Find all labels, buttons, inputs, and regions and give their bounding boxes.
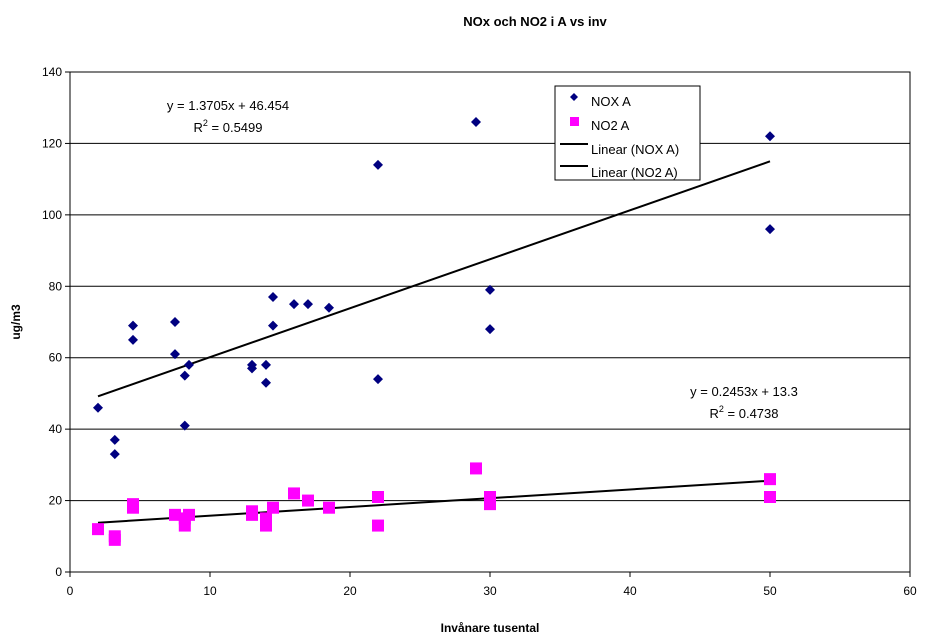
no2-data-point bbox=[183, 508, 195, 521]
legend-no2-marker bbox=[570, 117, 579, 126]
trendlines bbox=[97, 160, 771, 524]
x-axis-label: Invånare tusental bbox=[441, 621, 540, 635]
nox-data-point bbox=[765, 224, 775, 235]
no2-data-point bbox=[127, 501, 139, 514]
nox-trend-r2: R2 = 0.5499 bbox=[194, 118, 263, 135]
nox-data-point bbox=[170, 349, 180, 360]
y-tick-label: 40 bbox=[49, 422, 63, 436]
nox-data-point bbox=[247, 363, 257, 374]
no2-data-point bbox=[302, 494, 314, 507]
nox-data-point bbox=[184, 359, 194, 370]
x-tick-label: 40 bbox=[623, 584, 637, 598]
legend-nox-marker bbox=[570, 93, 578, 101]
no2-data-point bbox=[372, 491, 384, 503]
nox-data-point bbox=[485, 284, 495, 295]
nox-data-point bbox=[179, 370, 190, 381]
no2-data-point bbox=[108, 533, 121, 546]
y-tick-label: 60 bbox=[49, 351, 63, 365]
nox-data-point bbox=[261, 359, 271, 370]
no2-data-point bbox=[470, 462, 482, 475]
nox-data-point bbox=[268, 292, 278, 302]
nox-data-point bbox=[109, 449, 120, 460]
no2-trendline bbox=[97, 479, 771, 524]
no2-data-point bbox=[764, 473, 776, 486]
no2-data-point bbox=[267, 501, 279, 514]
no2-data-point bbox=[246, 508, 258, 521]
y-axis-ticks: 0 20 40 60 80 100 120 140 bbox=[42, 65, 70, 579]
y-tick-label: 80 bbox=[49, 279, 63, 293]
x-tick-label: 0 bbox=[67, 584, 74, 598]
legend-nox-trend-label: Linear (NOX A) bbox=[591, 142, 679, 157]
series-nox-a bbox=[93, 117, 775, 460]
no2-data-point bbox=[484, 498, 496, 511]
nox-data-point bbox=[170, 317, 180, 327]
chart-title: NOx och NO2 i A vs inv bbox=[463, 14, 607, 29]
no2-data-point bbox=[288, 487, 300, 500]
no2-data-point bbox=[764, 491, 776, 503]
legend-nox-label: NOX A bbox=[591, 94, 631, 109]
y-tick-label: 20 bbox=[49, 494, 63, 508]
legend-no2-label: NO2 A bbox=[591, 118, 630, 133]
y-axis-label: ug/m3 bbox=[9, 304, 23, 340]
nox-trendline bbox=[97, 160, 771, 398]
no2-trend-r2: R2 = 0.4738 bbox=[710, 404, 779, 421]
nox-data-point bbox=[179, 420, 190, 431]
x-tick-label: 30 bbox=[483, 584, 497, 598]
nox-data-point bbox=[128, 320, 138, 331]
nox-data-point bbox=[289, 299, 299, 310]
x-tick-label: 60 bbox=[903, 584, 917, 598]
y-tick-label: 100 bbox=[42, 208, 62, 222]
nox-data-point bbox=[373, 159, 383, 170]
x-tick-label: 20 bbox=[343, 584, 357, 598]
nox-data-point bbox=[261, 377, 271, 388]
x-tick-label: 50 bbox=[763, 584, 777, 598]
legend-box bbox=[554, 85, 701, 181]
legend-no2-trend-label: Linear (NO2 A) bbox=[591, 165, 678, 180]
nox-data-point bbox=[93, 402, 103, 413]
nox-data-point bbox=[128, 334, 138, 345]
nox-data-point bbox=[303, 299, 313, 310]
no2-data-point bbox=[372, 519, 384, 532]
nox-data-point bbox=[485, 324, 495, 335]
no2-trend-equation: y = 0.2453x + 13.3 bbox=[690, 384, 798, 399]
nox-data-point bbox=[373, 374, 383, 385]
no2-data-point bbox=[92, 523, 104, 536]
nox-trend-equation: y = 1.3705x + 46.454 bbox=[167, 98, 289, 113]
x-axis-ticks: 0 10 20 30 40 50 60 bbox=[67, 572, 917, 598]
grid-lines bbox=[70, 142, 910, 502]
chart-legend: NOX A NO2 A Linear (NOX A) Linear (NO2 A… bbox=[554, 85, 701, 181]
no2-data-point bbox=[323, 501, 335, 514]
nox-data-point bbox=[324, 302, 334, 313]
nox-data-point bbox=[268, 320, 278, 331]
no2-data-point bbox=[169, 508, 181, 521]
nox-data-point bbox=[109, 434, 120, 445]
y-tick-label: 140 bbox=[42, 65, 62, 79]
series-no2-a bbox=[92, 462, 776, 546]
y-tick-label: 120 bbox=[42, 136, 62, 150]
nox-data-point bbox=[765, 131, 775, 142]
no2-data-point bbox=[260, 519, 272, 532]
y-tick-label: 0 bbox=[55, 565, 62, 579]
nox-data-point bbox=[471, 117, 481, 127]
x-tick-label: 10 bbox=[203, 584, 217, 598]
data-series bbox=[92, 117, 776, 546]
